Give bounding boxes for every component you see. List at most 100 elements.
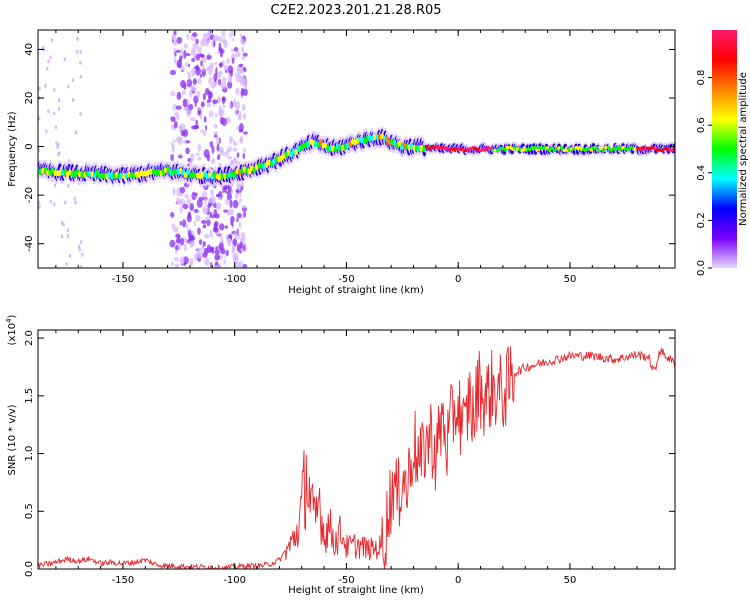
noise-dot <box>174 263 180 268</box>
noise-dot <box>229 199 233 208</box>
spectrogram-y-axis-label: Frequency (Hz) <box>7 111 18 187</box>
noise-dot <box>187 211 192 219</box>
noise-dot <box>197 156 202 161</box>
noise-dot <box>241 78 247 87</box>
noise-dot <box>192 78 197 85</box>
snr-y-tick-label: 0.5 <box>24 503 35 519</box>
ridge-core <box>626 148 630 152</box>
noise-dot <box>41 45 45 50</box>
noise-dot <box>176 36 183 44</box>
noise-dot <box>228 32 231 38</box>
spectrogram-y-tick-label: 40 <box>24 43 35 56</box>
noise-dot <box>173 47 176 53</box>
noise-dot <box>231 223 234 227</box>
noise-dot <box>175 233 181 239</box>
noise-dot <box>221 77 227 82</box>
noise-dot <box>53 87 56 92</box>
noise-dot <box>240 237 245 242</box>
noise-dot <box>81 252 84 257</box>
noise-dot <box>55 141 58 146</box>
noise-dot <box>212 99 219 104</box>
noise-dot <box>239 110 242 119</box>
ridge-core <box>638 147 643 152</box>
noise-dot <box>212 226 219 233</box>
noise-dot <box>71 78 75 83</box>
noise-dot <box>225 249 229 257</box>
noise-dot <box>79 49 83 54</box>
ridge-core <box>545 146 549 150</box>
noise-dot <box>213 131 218 135</box>
noise-dot <box>220 51 223 58</box>
noise-dot <box>235 261 239 268</box>
noise-dot <box>77 244 81 249</box>
noise-dot <box>179 220 182 226</box>
noise-dot <box>208 110 214 118</box>
snr-x-tick-label: -50 <box>338 575 354 586</box>
noise-dot <box>53 111 56 116</box>
noise-dot <box>173 39 178 46</box>
noise-dot <box>178 155 183 159</box>
noise-dot <box>170 91 176 97</box>
noise-dot <box>206 54 212 60</box>
noise-dot <box>240 33 243 39</box>
noise-dot <box>238 260 244 268</box>
noise-dot <box>197 143 202 152</box>
noise-dot <box>189 258 194 265</box>
noise-dot <box>67 84 70 89</box>
noise-dot <box>171 144 176 153</box>
noise-dot <box>211 145 215 154</box>
ridge-core <box>594 146 598 150</box>
noise-dot <box>38 86 41 91</box>
snr-x-tick-label: 50 <box>564 575 577 586</box>
noise-dot <box>190 67 196 77</box>
noise-dot <box>206 103 212 108</box>
noise-dot <box>232 147 238 152</box>
spectrogram-y-ticks: -40 -20 0 20 40 <box>24 43 675 252</box>
noise-dot <box>210 262 213 268</box>
noise-dot <box>236 152 240 158</box>
noise-dot <box>80 265 83 268</box>
noise-dot <box>204 216 210 220</box>
noise-dot <box>216 72 222 79</box>
noise-dot <box>176 59 183 69</box>
noise-dot <box>191 58 196 62</box>
noise-dot <box>236 243 240 253</box>
snr-x-ticks: -150 -100 -50 0 50 <box>55 330 660 586</box>
noise-dot <box>74 130 78 135</box>
noise-dot <box>230 159 235 164</box>
noise-dot <box>188 230 192 238</box>
snr-x-tick-label: -100 <box>223 575 246 586</box>
noise-dot <box>196 90 201 98</box>
noise-dot <box>203 116 207 123</box>
noise-dot <box>67 234 70 239</box>
noise-dot <box>217 154 221 161</box>
noise-dot <box>216 143 220 152</box>
noise-dot <box>79 112 82 117</box>
noise-dot <box>210 188 215 197</box>
noise-dot <box>238 128 244 133</box>
noise-dot <box>183 49 187 59</box>
colorbar-tick-label: 0.8 <box>696 70 707 86</box>
noise-dot <box>169 239 176 248</box>
noise-dot <box>47 109 50 114</box>
noise-dot <box>218 150 225 156</box>
ridge-core <box>95 169 99 176</box>
noise-dot <box>53 183 57 188</box>
noise-dot <box>200 112 203 120</box>
noise-dot <box>240 182 245 188</box>
noise-dot <box>79 60 82 65</box>
noise-dot <box>196 199 203 208</box>
noise-dot <box>190 153 195 160</box>
noise-dot <box>206 67 209 71</box>
noise-dot <box>207 202 212 209</box>
noise-dot <box>233 141 238 147</box>
noise-dot <box>232 37 235 42</box>
noise-dot <box>232 199 239 209</box>
noise-dot <box>241 55 246 60</box>
noise-dot <box>224 151 229 157</box>
ridge-core <box>601 149 606 153</box>
noise-dot <box>186 78 193 88</box>
noise-dot <box>196 46 202 53</box>
noise-dot <box>216 50 220 55</box>
noise-dot <box>243 244 246 251</box>
